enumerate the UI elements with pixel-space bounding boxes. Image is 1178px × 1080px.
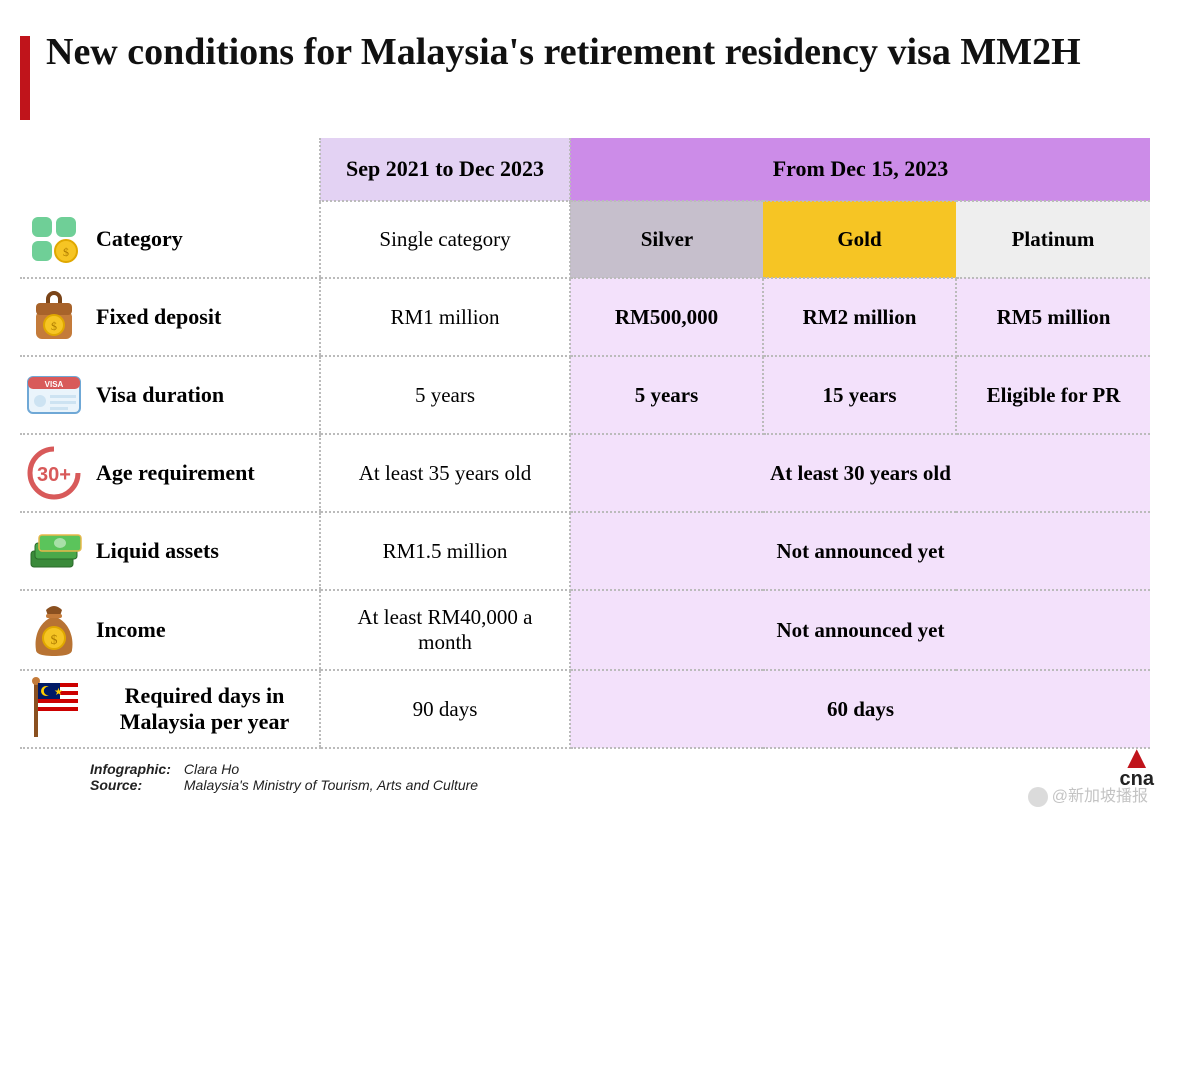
accent-bar <box>20 36 30 120</box>
age-label: Age requirement <box>96 460 255 486</box>
row-assets: Liquid assets RM1.5 million Not announce… <box>20 512 1150 590</box>
category-icon: $ <box>24 209 84 269</box>
svg-text:★: ★ <box>54 687 63 698</box>
watermark: @新加坡播报 <box>1028 782 1148 807</box>
period-header-row: Sep 2021 to Dec 2023 From Dec 15, 2023 <box>20 138 1150 201</box>
income-label: Income <box>96 617 166 643</box>
header-new-period: From Dec 15, 2023 <box>570 138 1150 201</box>
visa-silver: 5 years <box>570 356 763 434</box>
credits: Infographic: Clara Ho Source: Malaysia's… <box>90 761 1158 793</box>
infographic-page: New conditions for Malaysia's retirement… <box>0 0 1178 813</box>
infographic-credit-label: Infographic: <box>90 761 180 777</box>
deposit-old: RM1 million <box>320 278 570 356</box>
deposit-gold: RM2 million <box>763 278 956 356</box>
source-value: Malaysia's Ministry of Tourism, Arts and… <box>184 777 478 793</box>
category-old: Single category <box>320 201 570 278</box>
flag-icon: ★ <box>24 679 84 739</box>
brand-triangle-icon: ▲ <box>1120 746 1154 768</box>
assets-label: Liquid assets <box>96 538 219 564</box>
days-label: Required days in Malaysia per year <box>96 683 313 736</box>
row-income: $ Income At least RM40,000 a month Not a… <box>20 590 1150 670</box>
days-new: 60 days <box>570 670 1150 748</box>
days-old: 90 days <box>320 670 570 748</box>
header-old-period: Sep 2021 to Dec 2023 <box>320 138 570 201</box>
income-old: At least RM40,000 a month <box>320 590 570 670</box>
svg-text:$: $ <box>51 633 58 648</box>
deposit-label: Fixed deposit <box>96 304 221 330</box>
visa-old: 5 years <box>320 356 570 434</box>
visa-gold: 15 years <box>763 356 956 434</box>
watermark-text: @新加坡播报 <box>1052 788 1148 805</box>
svg-text:30+: 30+ <box>37 464 71 486</box>
row-age: 30+ Age requirement At least 35 years ol… <box>20 434 1150 512</box>
source-label: Source: <box>90 777 180 793</box>
row-days: ★ Required days in Malaysia per year 90 … <box>20 670 1150 748</box>
svg-text:$: $ <box>51 319 57 333</box>
comparison-table: Sep 2021 to Dec 2023 From Dec 15, 2023 $ <box>20 138 1150 749</box>
income-icon: $ <box>24 600 84 660</box>
deposit-silver: RM500,000 <box>570 278 763 356</box>
infographic-credit-value: Clara Ho <box>184 761 239 777</box>
age-new: At least 30 years old <box>570 434 1150 512</box>
category-label: Category <box>96 226 183 252</box>
assets-new: Not announced yet <box>570 512 1150 590</box>
category-row: $ Category Single category Silver Gold P… <box>20 201 1150 278</box>
age-old: At least 35 years old <box>320 434 570 512</box>
income-new: Not announced yet <box>570 590 1150 670</box>
visa-icon: VISA <box>24 365 84 425</box>
age-icon: 30+ <box>24 443 84 503</box>
row-fixed-deposit: $ Fixed deposit RM1 million RM500,000 RM… <box>20 278 1150 356</box>
visa-label: Visa duration <box>96 382 224 408</box>
svg-text:$: $ <box>63 245 69 259</box>
category-gold: Gold <box>763 201 956 278</box>
page-title: New conditions for Malaysia's retirement… <box>46 30 1081 76</box>
svg-text:VISA: VISA <box>45 380 64 389</box>
deposit-icon: $ <box>24 287 84 347</box>
deposit-platinum: RM5 million <box>956 278 1150 356</box>
assets-icon <box>24 521 84 581</box>
category-platinum: Platinum <box>956 201 1150 278</box>
assets-old: RM1.5 million <box>320 512 570 590</box>
category-silver: Silver <box>570 201 763 278</box>
visa-platinum: Eligible for PR <box>956 356 1150 434</box>
title-row: New conditions for Malaysia's retirement… <box>20 30 1158 120</box>
row-visa-duration: VISA Visa duration 5 years 5 years 15 ye… <box>20 356 1150 434</box>
